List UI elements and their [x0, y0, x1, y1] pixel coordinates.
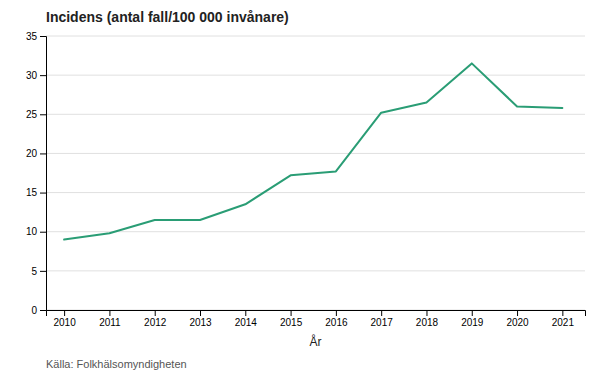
x-tick-mark	[200, 310, 201, 316]
x-tick-mark	[381, 310, 382, 316]
y-tick-label: 35	[26, 31, 38, 42]
x-tick: 2017	[371, 310, 394, 328]
x-tick: 2010	[53, 310, 76, 328]
x-tick: 2014	[235, 310, 258, 328]
x-axis: 2010 2011 2012 2013 2014 2015 2016 2017 2018 2019…	[47, 310, 586, 328]
y-tick: 25	[26, 109, 46, 120]
x-tick-label: 2015	[280, 317, 303, 328]
y-tick-mark	[40, 75, 46, 76]
grid	[46, 36, 585, 310]
y-tick: 5	[31, 266, 46, 277]
x-tick-label: 2012	[144, 317, 167, 328]
y-tick-mark	[40, 193, 46, 194]
x-tick-mark	[517, 310, 518, 316]
x-axis-label: År	[310, 334, 322, 349]
y-tick-label: 0	[31, 305, 37, 316]
chart: 2010201120122013201420152016201720182019…	[0, 0, 605, 378]
x-tick-label: 2019	[461, 317, 484, 328]
y-tick-mark	[40, 271, 46, 272]
x-tick-label: 2021	[552, 317, 575, 328]
grid-line	[46, 192, 585, 193]
grid-line	[46, 231, 585, 232]
x-tick-mark	[472, 310, 473, 316]
grid-line	[46, 75, 585, 76]
x-axis-line	[47, 311, 586, 317]
y-tick: 0	[31, 305, 46, 316]
y-tick: 15	[26, 187, 46, 198]
grid-line	[46, 153, 585, 154]
x-tick-label: 2020	[506, 317, 529, 328]
x-tick-label: 2016	[325, 317, 348, 328]
x-tick: 2020	[506, 310, 529, 328]
line	[64, 63, 562, 239]
x-tick-mark	[426, 310, 427, 316]
y-tick-mark	[40, 114, 46, 115]
x-tick-mark	[155, 310, 156, 316]
x-tick-mark	[291, 310, 292, 316]
marks	[64, 63, 562, 239]
y-tick-mark	[40, 310, 46, 311]
y-tick: 10	[26, 226, 46, 237]
y-tick-mark	[40, 36, 46, 37]
y-tick-label: 15	[26, 187, 38, 198]
y-tick: 30	[26, 70, 46, 81]
x-tick: 2019	[461, 310, 484, 328]
x-tick-mark	[109, 310, 110, 316]
x-tick-mark	[64, 310, 65, 316]
y-tick-mark	[40, 153, 46, 154]
x-tick: 2016	[325, 310, 348, 328]
y-axis: 0 5 10 15 20 25 30 35	[26, 31, 47, 316]
y-tick-mark	[40, 232, 46, 233]
grid-line	[46, 270, 585, 271]
x-tick-label: 2018	[416, 317, 439, 328]
x-tick: 2018	[416, 310, 439, 328]
x-tick-mark	[245, 310, 246, 316]
source-note: Källa: Folkhälsomyndigheten	[46, 358, 187, 370]
x-tick: 2013	[189, 310, 212, 328]
y-axis-line	[40, 37, 47, 311]
x-tick-label: 2011	[99, 317, 121, 328]
x-tick: 2015	[280, 310, 303, 328]
x-tick-label: 2017	[371, 317, 394, 328]
x-tick-mark	[562, 310, 563, 316]
x-tick-label: 2013	[189, 317, 212, 328]
grid-line	[46, 114, 585, 115]
y-tick-label: 10	[26, 226, 38, 237]
y-tick-label: 20	[26, 148, 38, 159]
x-tick: 2011	[99, 310, 121, 328]
plot-area: 2010201120122013201420152016201720182019…	[26, 31, 586, 328]
x-tick: 2021	[552, 310, 575, 328]
x-tick-label: 2010	[53, 317, 76, 328]
y-tick: 20	[26, 148, 46, 159]
x-tick: 2012	[144, 310, 167, 328]
grid-line	[46, 36, 585, 37]
x-tick-mark	[336, 310, 337, 316]
x-tick-label: 2014	[235, 317, 258, 328]
y-tick-label: 30	[26, 70, 38, 81]
title: Incidens (antal fall/100 000 invånare)	[46, 9, 289, 25]
y-tick: 35	[26, 31, 46, 42]
y-tick-label: 25	[26, 109, 38, 120]
y-tick-label: 5	[31, 266, 37, 277]
